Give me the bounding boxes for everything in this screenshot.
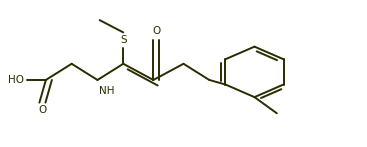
Text: NH: NH (99, 86, 114, 96)
Text: O: O (38, 105, 47, 115)
Text: O: O (152, 26, 160, 36)
Text: S: S (120, 35, 127, 45)
Text: HO: HO (8, 75, 25, 85)
